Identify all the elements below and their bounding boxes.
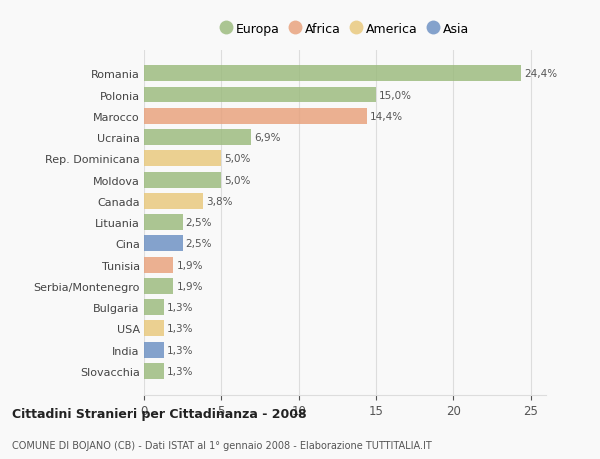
- Text: 1,9%: 1,9%: [176, 260, 203, 270]
- Text: 24,4%: 24,4%: [524, 69, 557, 79]
- Text: 1,3%: 1,3%: [167, 302, 194, 313]
- Text: Cittadini Stranieri per Cittadinanza - 2008: Cittadini Stranieri per Cittadinanza - 2…: [12, 407, 307, 420]
- Bar: [144, 130, 251, 146]
- Text: 1,9%: 1,9%: [176, 281, 203, 291]
- Bar: [144, 151, 221, 167]
- Bar: [144, 87, 376, 103]
- Bar: [144, 342, 164, 358]
- Text: 5,0%: 5,0%: [224, 154, 251, 164]
- Text: 2,5%: 2,5%: [186, 239, 212, 249]
- Bar: [144, 109, 367, 124]
- Text: COMUNE DI BOJANO (CB) - Dati ISTAT al 1° gennaio 2008 - Elaborazione TUTTITALIA.: COMUNE DI BOJANO (CB) - Dati ISTAT al 1°…: [12, 440, 432, 450]
- Bar: [144, 363, 164, 379]
- Text: 1,3%: 1,3%: [167, 366, 194, 376]
- Bar: [144, 66, 521, 82]
- Legend: Europa, Africa, America, Asia: Europa, Africa, America, Asia: [217, 19, 473, 39]
- Bar: [144, 215, 182, 230]
- Text: 1,3%: 1,3%: [167, 345, 194, 355]
- Bar: [144, 300, 164, 315]
- Text: 5,0%: 5,0%: [224, 175, 251, 185]
- Bar: [144, 257, 173, 273]
- Text: 15,0%: 15,0%: [379, 90, 412, 101]
- Bar: [144, 193, 203, 209]
- Text: 6,9%: 6,9%: [254, 133, 280, 143]
- Text: 3,8%: 3,8%: [206, 196, 232, 207]
- Bar: [144, 321, 164, 336]
- Bar: [144, 278, 173, 294]
- Bar: [144, 236, 182, 252]
- Text: 14,4%: 14,4%: [370, 112, 403, 122]
- Text: 1,3%: 1,3%: [167, 324, 194, 334]
- Text: 2,5%: 2,5%: [186, 218, 212, 228]
- Bar: [144, 172, 221, 188]
